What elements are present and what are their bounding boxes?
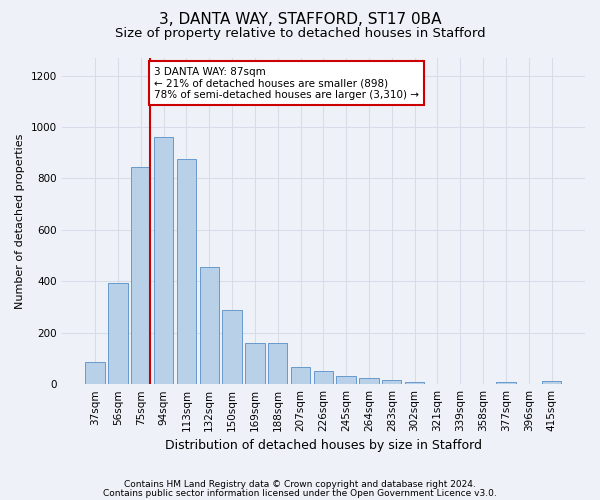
Bar bbox=[223, 310, 242, 384]
Bar bbox=[85, 362, 105, 384]
Text: 3, DANTA WAY, STAFFORD, ST17 0BA: 3, DANTA WAY, STAFFORD, ST17 0BA bbox=[159, 12, 441, 28]
Bar bbox=[245, 343, 265, 384]
Bar bbox=[382, 380, 401, 384]
Y-axis label: Number of detached properties: Number of detached properties bbox=[15, 133, 25, 308]
X-axis label: Distribution of detached houses by size in Stafford: Distribution of detached houses by size … bbox=[165, 440, 482, 452]
Bar bbox=[268, 343, 287, 384]
Bar bbox=[131, 167, 151, 384]
Text: Contains public sector information licensed under the Open Government Licence v3: Contains public sector information licen… bbox=[103, 488, 497, 498]
Text: Size of property relative to detached houses in Stafford: Size of property relative to detached ho… bbox=[115, 28, 485, 40]
Bar bbox=[200, 267, 219, 384]
Bar bbox=[177, 159, 196, 384]
Bar bbox=[542, 381, 561, 384]
Bar bbox=[337, 376, 356, 384]
Bar bbox=[314, 372, 333, 384]
Bar bbox=[154, 137, 173, 384]
Bar bbox=[359, 378, 379, 384]
Bar bbox=[108, 282, 128, 384]
Text: Contains HM Land Registry data © Crown copyright and database right 2024.: Contains HM Land Registry data © Crown c… bbox=[124, 480, 476, 489]
Text: 3 DANTA WAY: 87sqm
← 21% of detached houses are smaller (898)
78% of semi-detach: 3 DANTA WAY: 87sqm ← 21% of detached hou… bbox=[154, 66, 419, 100]
Bar bbox=[291, 368, 310, 384]
Bar bbox=[405, 382, 424, 384]
Bar bbox=[496, 382, 515, 384]
